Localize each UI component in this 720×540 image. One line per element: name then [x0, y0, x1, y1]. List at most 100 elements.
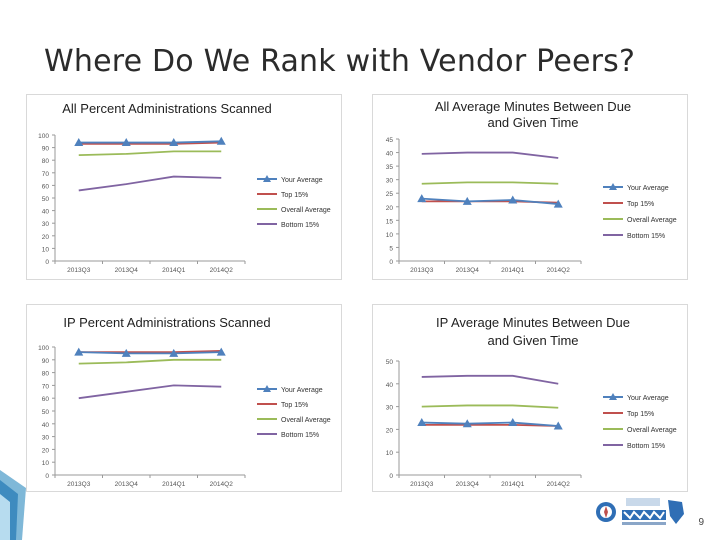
- y-tick-label-40: 40: [386, 382, 394, 389]
- y-tick-label-0: 0: [45, 259, 49, 266]
- y-tick-label-40: 40: [42, 422, 50, 429]
- data-point-your-average-2014q2: [216, 347, 226, 356]
- chart-panel-all-avg-minutes: All Average Minutes Between Due and Given…: [372, 94, 688, 280]
- data-point-your-average-2013q4: [121, 138, 131, 147]
- y-tick-label-20: 20: [386, 427, 394, 434]
- y-tick-label-30: 30: [42, 435, 50, 442]
- series-line-overall-average: [421, 181, 559, 185]
- x-tick-label-2014q1: 2014Q1: [501, 481, 525, 488]
- chart-title-line-2: and Given Time: [487, 333, 578, 348]
- data-point-your-average-2013q3: [74, 138, 84, 147]
- y-tick-label-30: 30: [42, 221, 50, 228]
- x-tick-label-2014q2: 2014Q2: [547, 267, 571, 274]
- chart-all-avg-minutes: All Average Minutes Between Due and Given…: [386, 99, 677, 274]
- x-tick-label-2014q1: 2014Q1: [162, 481, 186, 488]
- x-tick-label-2013q4: 2013Q4: [115, 267, 139, 274]
- data-point-your-average-2014q1: [508, 418, 518, 427]
- series-line-your-average: [421, 197, 559, 205]
- y-tick-label-15: 15: [386, 218, 394, 225]
- chart-ip-avg-minutes: IP Average Minutes Between Due and Given …: [386, 315, 677, 488]
- series-line-top-15pct: [421, 423, 559, 427]
- y-tick-label-45: 45: [386, 137, 394, 144]
- x-tick-label-2014q1: 2014Q1: [162, 267, 186, 274]
- x-tick-label-2014q1: 2014Q1: [501, 267, 525, 274]
- y-tick-label-10: 10: [386, 450, 394, 457]
- legend-label-overall-average: Overall Average: [627, 217, 677, 224]
- legend-marker-your-average: [263, 175, 271, 182]
- chart-title: All Average Minutes Between Due and Given…: [435, 99, 631, 130]
- y-tick-label-90: 90: [42, 146, 50, 153]
- data-point-your-average-2014q2: [553, 199, 563, 208]
- data-point-your-average-2013q3: [417, 194, 427, 203]
- y-tick-label-60: 60: [42, 183, 50, 190]
- x-tick-label-2013q3: 2013Q3: [67, 481, 91, 488]
- chart-title: All Percent Administrations Scanned: [62, 101, 272, 116]
- series-line-overall-average: [78, 358, 222, 365]
- y-tick-label-50: 50: [42, 196, 50, 203]
- y-tick-label-35: 35: [386, 164, 394, 171]
- y-tick-label-100: 100: [38, 345, 49, 352]
- left-accent-decoration: [0, 470, 26, 540]
- chart-panel-ip-percent-scanned: IP Percent Administrations Scanned 0 10 20 3…: [26, 304, 342, 492]
- y-tick-label-70: 70: [42, 171, 50, 178]
- series-line-overall-average: [421, 404, 559, 409]
- slide-title: Where Do We Rank with Vendor Peers?: [44, 44, 636, 79]
- data-point-your-average-2013q4: [462, 419, 472, 428]
- y-tick-label-40: 40: [42, 209, 50, 216]
- series-line-your-average: [421, 421, 559, 427]
- chart-title: IP Percent Administrations Scanned: [63, 315, 270, 330]
- y-tick-label-20: 20: [42, 234, 50, 241]
- x-tick-label-2014q2: 2014Q2: [547, 481, 571, 488]
- legend-label-your-average: Your Average: [281, 177, 323, 184]
- page-number: 9: [698, 517, 704, 528]
- y-tick-label-25: 25: [386, 191, 394, 198]
- x-tick-label-2014q2: 2014Q2: [210, 267, 234, 274]
- y-tick-label-30: 30: [386, 178, 394, 185]
- legend-marker-your-average: [609, 393, 617, 400]
- y-tick-label-20: 20: [42, 447, 50, 454]
- y-tick-label-5: 5: [389, 245, 393, 252]
- legend-label-bottom-15pct: Bottom 15%: [281, 222, 319, 229]
- legend-label-overall-average: Overall Average: [281, 417, 331, 424]
- chart-title: IP Average Minutes Between Due and Given …: [436, 315, 630, 348]
- series-line-bottom-15pct: [78, 175, 222, 192]
- y-tick-label-10: 10: [42, 246, 50, 253]
- organization-logo: [596, 498, 684, 525]
- legend-label-top-15pct: Top 15%: [281, 402, 308, 409]
- y-tick-label-60: 60: [42, 396, 50, 403]
- x-tick-label-2014q2: 2014Q2: [210, 481, 234, 488]
- legend-label-bottom-15pct: Bottom 15%: [281, 432, 319, 439]
- data-point-your-average-2013q4: [121, 348, 131, 357]
- data-point-your-average-2014q1: [169, 138, 179, 147]
- chart-title-line-1: All Average Minutes Between Due: [435, 99, 631, 114]
- y-tick-label-50: 50: [386, 359, 394, 366]
- legend-marker-your-average: [609, 183, 617, 190]
- series-line-top-15pct: [78, 141, 222, 145]
- legend-label-top-15pct: Top 15%: [281, 192, 308, 199]
- x-tick-label-2013q3: 2013Q3: [410, 481, 434, 488]
- y-tick-label-30: 30: [386, 405, 394, 412]
- y-tick-label-10: 10: [42, 460, 50, 467]
- legend-label-your-average: Your Average: [281, 387, 323, 394]
- chart-ip-percent-scanned: IP Percent Administrations Scanned 0 10 20 3…: [38, 315, 331, 488]
- x-tick-label-2013q3: 2013Q3: [67, 267, 91, 274]
- legend-label-overall-average: Overall Average: [281, 207, 331, 214]
- y-tick-label-90: 90: [42, 358, 50, 365]
- data-point-your-average-2014q2: [553, 421, 563, 430]
- chart-title-line-1: IP Average Minutes Between Due: [436, 315, 630, 330]
- y-tick-label-0: 0: [389, 473, 393, 480]
- legend-label-bottom-15pct: Bottom 15%: [627, 443, 665, 450]
- chart-panel-ip-avg-minutes: IP Average Minutes Between Due and Given …: [372, 304, 688, 492]
- legend-marker-your-average: [263, 385, 271, 392]
- y-tick-label-0: 0: [45, 473, 49, 480]
- x-tick-label-2013q3: 2013Q3: [410, 267, 434, 274]
- y-tick-label-50: 50: [42, 409, 50, 416]
- data-point-your-average-2014q2: [216, 136, 226, 145]
- legend-label-overall-average: Overall Average: [627, 427, 677, 434]
- y-tick-label-20: 20: [386, 205, 394, 212]
- series-line-bottom-15pct: [421, 374, 559, 385]
- y-tick-label-0: 0: [389, 259, 393, 266]
- data-point-your-average-2014q1: [508, 195, 518, 204]
- series-line-overall-average: [78, 150, 222, 157]
- chart-all-percent-scanned: All Percent Administrations Scanned 0 10 20…: [38, 101, 331, 274]
